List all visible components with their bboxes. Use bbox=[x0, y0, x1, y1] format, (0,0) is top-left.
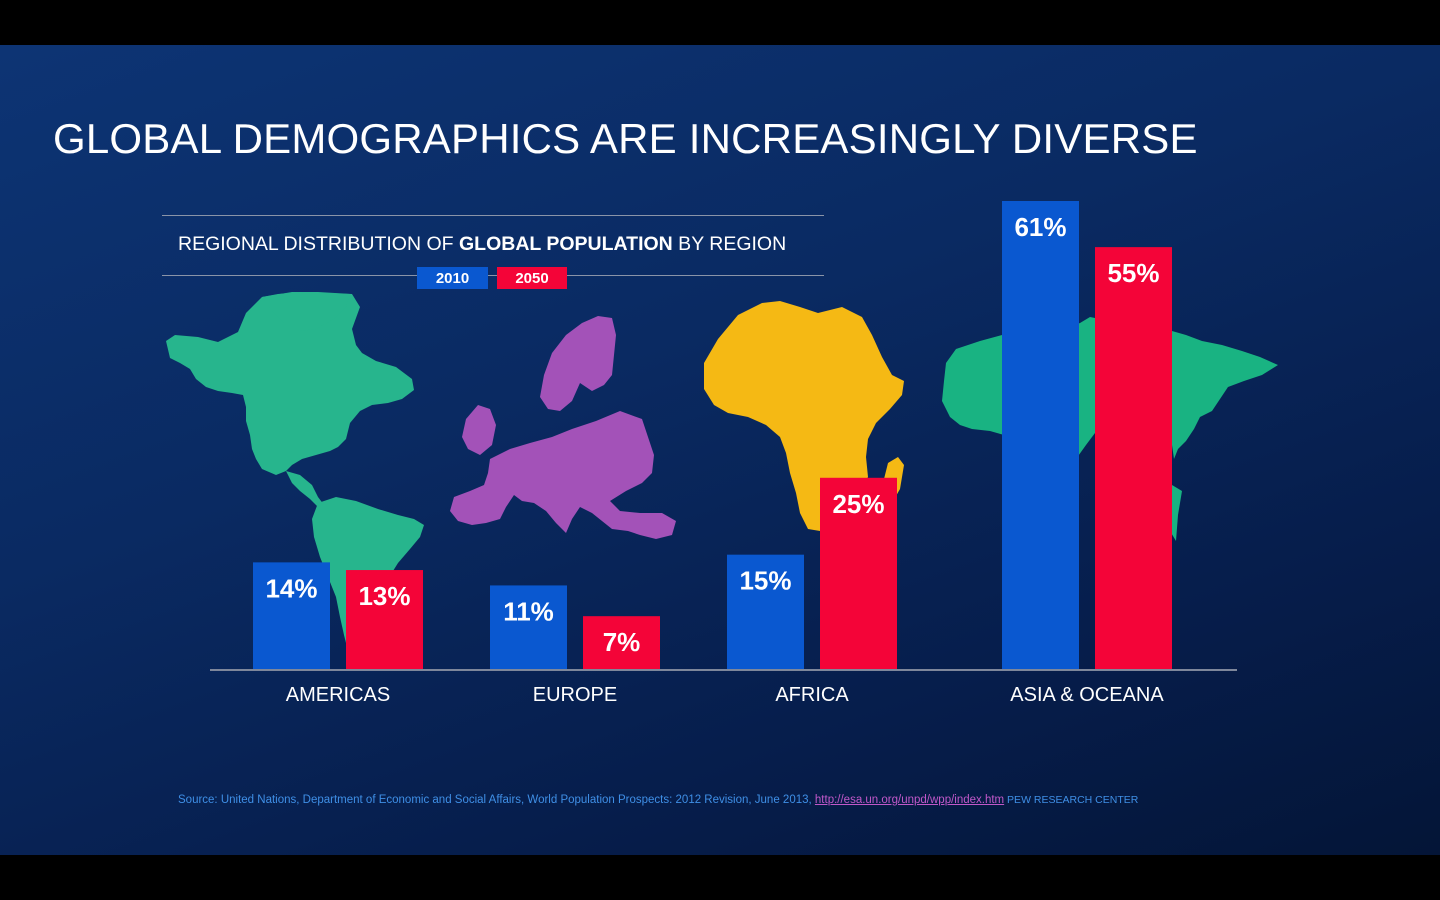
slide: GLOBAL DEMOGRAPHICS ARE INCREASINGLY DIV… bbox=[0, 45, 1440, 855]
bar-europe-2010 bbox=[490, 585, 567, 670]
bar-americas-2050 bbox=[346, 570, 423, 670]
subtitle-bottom-rule bbox=[162, 275, 824, 276]
category-label-europe: EUROPE bbox=[533, 684, 617, 706]
north-america-shape bbox=[166, 292, 414, 475]
source-org: PEW RESEARCH CENTER bbox=[1004, 794, 1139, 806]
source-note: Source: United Nations, Department of Ec… bbox=[178, 794, 1138, 806]
scandinavia-shape bbox=[540, 316, 616, 411]
data-label-americas-2050: 13% bbox=[358, 581, 410, 611]
data-label-africa-2050: 25% bbox=[832, 489, 884, 519]
europe-map bbox=[450, 316, 676, 539]
bar-americas-2010 bbox=[253, 562, 330, 670]
legend-2050: 2050 bbox=[497, 267, 567, 289]
bar-europe-2050 bbox=[583, 616, 660, 670]
british-isles-shape bbox=[462, 405, 496, 455]
bar-asia-oceana-2010 bbox=[1002, 201, 1079, 670]
slide-title: GLOBAL DEMOGRAPHICS ARE INCREASINGLY DIV… bbox=[53, 115, 1198, 162]
southeast-asia-shape bbox=[1170, 485, 1182, 541]
greenland-shape bbox=[262, 292, 350, 331]
data-label-asia-oceana-2010: 61% bbox=[1014, 212, 1066, 242]
category-label-africa: AFRICA bbox=[775, 684, 849, 706]
bar-africa-2010 bbox=[727, 554, 804, 670]
subtitle-part2: BY REGION bbox=[672, 233, 787, 255]
data-label-africa-2010: 15% bbox=[739, 566, 791, 596]
subtitle-bold: GLOBAL POPULATION bbox=[458, 233, 673, 255]
bar-chart: 14% 13% AMERICAS 11% 7% EUROPE 15% 25% AFRICA 61%… bbox=[253, 201, 1172, 706]
data-label-asia-oceana-2050: 55% bbox=[1107, 258, 1159, 288]
bar-asia-oceana-2050 bbox=[1095, 247, 1172, 670]
europe-mainland-shape bbox=[450, 411, 676, 539]
category-label-americas: AMERICAS bbox=[286, 684, 390, 706]
chart-subtitle: REGIONAL DISTRIBUTION OF GLOBAL POPULATI… bbox=[178, 233, 786, 256]
data-label-europe-2050: 7% bbox=[603, 627, 641, 657]
legend-2010: 2010 bbox=[417, 267, 488, 289]
subtitle-part1: REGIONAL DISTRIBUTION OF bbox=[178, 233, 459, 255]
data-label-europe-2010: 11% bbox=[503, 596, 554, 626]
source-text: Source: United Nations, Department of Ec… bbox=[178, 794, 815, 806]
source-link[interactable]: http://esa.un.org/unpd/wpp/index.htm bbox=[814, 794, 1005, 806]
africa-shape bbox=[704, 301, 904, 531]
bar-africa-2050 bbox=[820, 477, 897, 670]
central-america-shape bbox=[286, 471, 324, 507]
x-axis-baseline bbox=[210, 669, 1237, 671]
data-label-americas-2010: 14% bbox=[265, 573, 317, 603]
subtitle-top-rule bbox=[162, 215, 824, 216]
category-label-asia-oceana: ASIA & OCEANA bbox=[1010, 684, 1164, 706]
